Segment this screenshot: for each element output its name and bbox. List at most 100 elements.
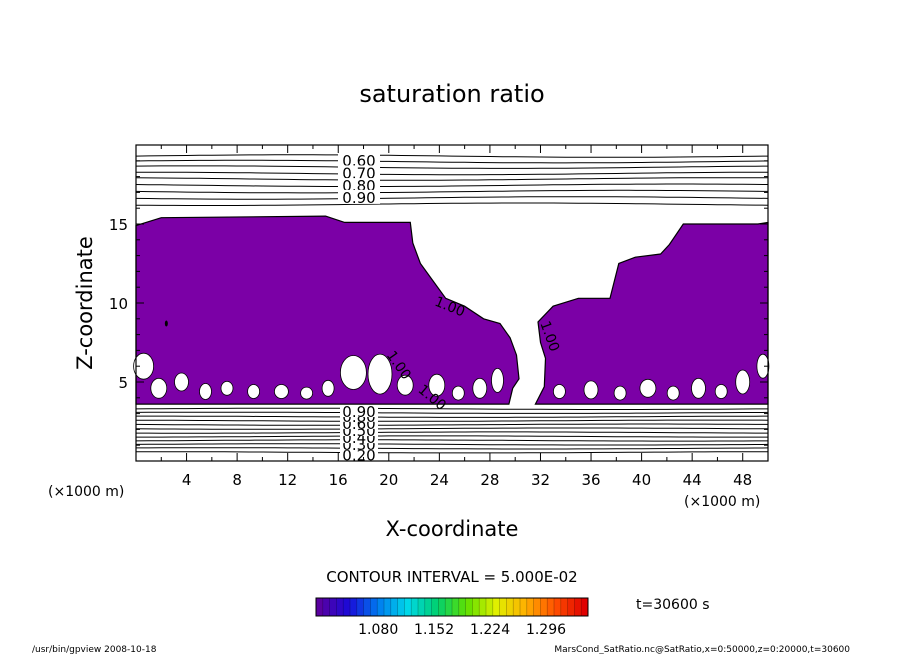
clear-cell-8 [321, 379, 335, 397]
time-label: t=30600 s [636, 597, 710, 613]
x-tick-label-48: 48 [733, 471, 752, 489]
lower-contour-line-9 [135, 443, 769, 446]
colorbar-swatch-20 [452, 598, 460, 616]
colorbar-swatch-8 [370, 598, 378, 616]
contour-lines: 0.600.700.800.900.200.300.400.500.600.80… [135, 152, 769, 465]
lower-contour-line-6 [136, 431, 768, 434]
upper-contour-line-4 [135, 177, 768, 181]
lower-contour-label-6: 0.90 [342, 403, 375, 421]
colorbar-frame [315, 597, 589, 617]
clear-cell-16 [553, 384, 566, 399]
colorbar-swatch-16 [424, 598, 432, 616]
lower-contour-line-5 [135, 427, 768, 430]
shaded-region-left [135, 215, 520, 405]
colorbar-tick-label-0: 1.080 [358, 622, 398, 638]
colorbar-swatch-10 [384, 598, 392, 616]
colorbar-swatch-11 [390, 598, 398, 616]
clear-cell-13 [451, 385, 465, 401]
clear-cell-19 [639, 378, 657, 398]
colorbar-swatch-25 [486, 598, 494, 616]
shaded-region [133, 215, 770, 405]
clear-cell-0 [133, 352, 155, 380]
y-tick-label-10: 10 [109, 295, 128, 313]
colorbar [315, 598, 589, 616]
colorbar-swatch-21 [458, 598, 466, 616]
lower-contour-line-4 [135, 423, 768, 426]
upper-contour-line-7 [135, 196, 769, 200]
clear-cell-15 [491, 367, 504, 393]
upper-contour-line-3 [136, 171, 768, 176]
colorbar-swatch-34 [547, 598, 555, 616]
upper-contour-line-1 [135, 159, 769, 164]
upper-contour-line-6 [135, 189, 769, 194]
colorbar-swatch-31 [526, 598, 534, 616]
colorbar-swatch-4 [343, 598, 351, 616]
colorbar-swatch-1 [322, 598, 330, 616]
colorbar-swatch-6 [356, 598, 364, 616]
lower-label-bg-0 [340, 448, 378, 461]
clear-cell-1 [150, 377, 168, 399]
clear-cell-22 [714, 384, 728, 399]
clear-cell-17 [583, 380, 599, 400]
clear-cell-20 [666, 385, 680, 401]
x-axis-ticks: 4 8 12 16 20 24 28 32 36 40 44 48 [160, 145, 752, 489]
lower-contour-line-2 [136, 415, 769, 418]
y-axis-ticks: 5 10 15 [109, 160, 768, 446]
clear-cell-5 [247, 384, 261, 399]
colorbar-swatch-19 [445, 598, 453, 616]
contour-interval-text: CONTOUR INTERVAL = 5.000E-02 [326, 568, 577, 586]
lower-contour-line-0 [135, 407, 768, 410]
y-tick-label-5: 5 [118, 374, 128, 392]
clear-cell-2 [174, 372, 189, 392]
colorbar-swatch-38 [574, 598, 582, 616]
colorbar-tick-label-1: 1.152 [414, 622, 454, 638]
x-tick-label-40: 40 [632, 471, 651, 489]
small-cell-mark [164, 320, 168, 327]
colorbar-swatch-26 [492, 598, 500, 616]
colorbar-swatch-36 [560, 598, 568, 616]
x-unit-right: (×1000 m) [684, 494, 760, 510]
clear-cell-21 [691, 377, 706, 399]
upper-contour-line-5 [135, 183, 769, 188]
colorbar-swatch-39 [581, 598, 589, 616]
lower-contour-label-0: 0.20 [342, 447, 375, 465]
lower-contour-line-11 [136, 451, 768, 454]
colorbar-tick-label-3: 1.296 [526, 622, 566, 638]
upper-contour-line-8 [135, 202, 769, 206]
colorbar-swatch-17 [431, 598, 439, 616]
x-tick-label-24: 24 [430, 471, 449, 489]
colorbar-swatch-0 [316, 598, 324, 616]
upper-label-bg-2 [338, 178, 380, 193]
lower-label-bg-6 [340, 405, 378, 417]
colorbar-swatch-27 [499, 598, 507, 616]
colorbar-swatch-23 [472, 598, 480, 616]
clear-cell-12 [428, 373, 446, 397]
clear-cell-18 [613, 385, 627, 401]
colorbar-swatch-15 [418, 598, 426, 616]
x-axis-label: X-coordinate [386, 517, 519, 541]
colorbar-swatch-12 [397, 598, 405, 616]
upper-contour-line-2 [135, 165, 769, 169]
clear-cell-9 [339, 355, 367, 390]
shaded-region-right [534, 221, 769, 405]
colorbar-swatch-35 [554, 598, 562, 616]
x-tick-label-32: 32 [531, 471, 550, 489]
x-tick-label-4: 4 [182, 471, 192, 489]
x-tick-label-12: 12 [278, 471, 297, 489]
colorbar-labels: 1.080 1.152 1.224 1.296 [358, 622, 566, 638]
footer-left: /usr/bin/gpview 2008-10-18 [32, 645, 157, 654]
y-tick-label-15: 15 [109, 216, 128, 234]
colorbar-swatch-3 [336, 598, 344, 616]
colorbar-swatch-24 [479, 598, 487, 616]
upper-contour-label-1: 0.70 [342, 164, 375, 182]
clear-cell-14 [472, 377, 488, 399]
colorbar-swatch-9 [377, 598, 385, 616]
lower-contour-line-8 [135, 439, 768, 442]
upper-label-bg-0 [338, 152, 380, 167]
colorbar-swatch-33 [540, 598, 548, 616]
upper-label-bg-3 [338, 189, 380, 204]
lower-contour-line-7 [136, 435, 768, 438]
colorbar-swatch-18 [438, 598, 446, 616]
